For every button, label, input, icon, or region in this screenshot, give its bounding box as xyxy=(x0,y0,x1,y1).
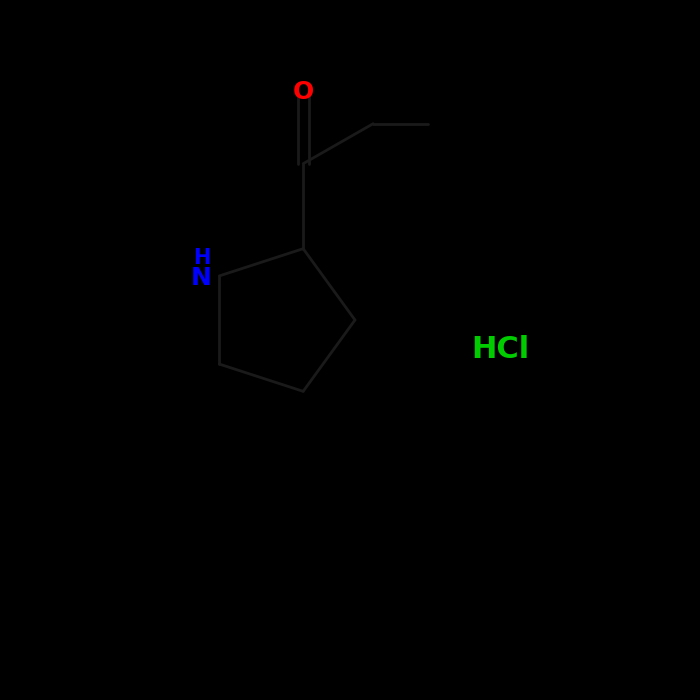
Text: HCl: HCl xyxy=(471,335,529,365)
Text: N: N xyxy=(191,266,212,290)
Text: H: H xyxy=(193,248,210,268)
Text: O: O xyxy=(293,80,314,104)
